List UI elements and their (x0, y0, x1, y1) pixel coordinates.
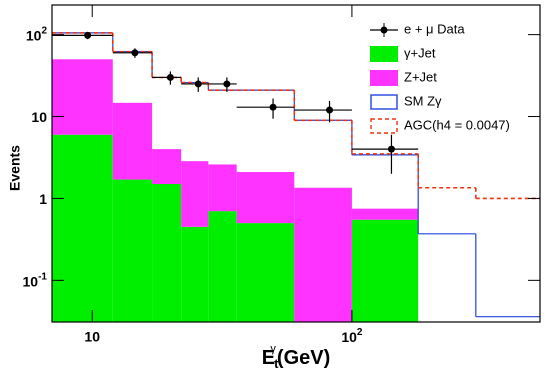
hist-bar (152, 184, 182, 322)
data-point (269, 103, 277, 111)
x-label-sub: t (274, 356, 279, 371)
legend-label: γ+Jet (404, 45, 436, 60)
hist-bar (236, 172, 295, 224)
hist-bar (112, 102, 153, 180)
tick-label: 1 (39, 191, 47, 207)
data-point (387, 145, 395, 153)
data-point (131, 49, 139, 57)
tick-exponent: 2 (357, 327, 363, 338)
hist-bar (351, 208, 419, 220)
hist-bar (351, 219, 419, 322)
tick-exponent: 2 (41, 25, 47, 36)
tick-exponent: -1 (38, 271, 47, 282)
hist-bar (236, 223, 295, 322)
data-point (194, 80, 202, 88)
legend-label: AGC(h4 = 0.0047) (404, 117, 510, 132)
hist-bar (294, 187, 352, 322)
tick-base: 10 (26, 27, 42, 43)
data-point (166, 73, 174, 81)
legend-label: SM Zγ (404, 93, 442, 108)
hist-bar (181, 226, 209, 322)
data-point (84, 31, 92, 39)
tick-label: 102 (26, 25, 48, 43)
hist-bar (52, 134, 113, 322)
plot-area (52, 31, 540, 322)
hist-bar (112, 179, 153, 322)
tick-base: 10 (341, 329, 357, 345)
y-axis-label: Events (7, 145, 23, 191)
legend-swatch (370, 94, 398, 110)
x-label-unit: (GeV) (277, 347, 330, 369)
frame (51, 4, 541, 323)
legend-swatch (370, 46, 398, 62)
hist-bar (52, 59, 113, 135)
tick-base: 10 (23, 273, 39, 289)
hist-bar (208, 211, 237, 322)
hist-bar (181, 161, 209, 227)
legend-label: e + μ Data (404, 21, 465, 36)
hist-bar (152, 149, 182, 185)
tick-label: 10 (84, 329, 100, 345)
hist-bar (208, 164, 237, 212)
tick-label: 10-1 (23, 271, 48, 289)
legend-label: Z+Jet (404, 69, 437, 84)
data-point (223, 80, 231, 88)
legend-swatch (370, 70, 398, 86)
tick-label: 10 (31, 109, 47, 125)
legend-swatch (380, 26, 388, 34)
x-label-base: E (262, 347, 275, 369)
tick-label: 102 (341, 327, 363, 345)
x-axis-label: Etγ(GeV) (262, 343, 331, 372)
data-point (326, 106, 334, 114)
x-label-sup: γ (270, 343, 276, 355)
legend-swatch (370, 118, 398, 134)
